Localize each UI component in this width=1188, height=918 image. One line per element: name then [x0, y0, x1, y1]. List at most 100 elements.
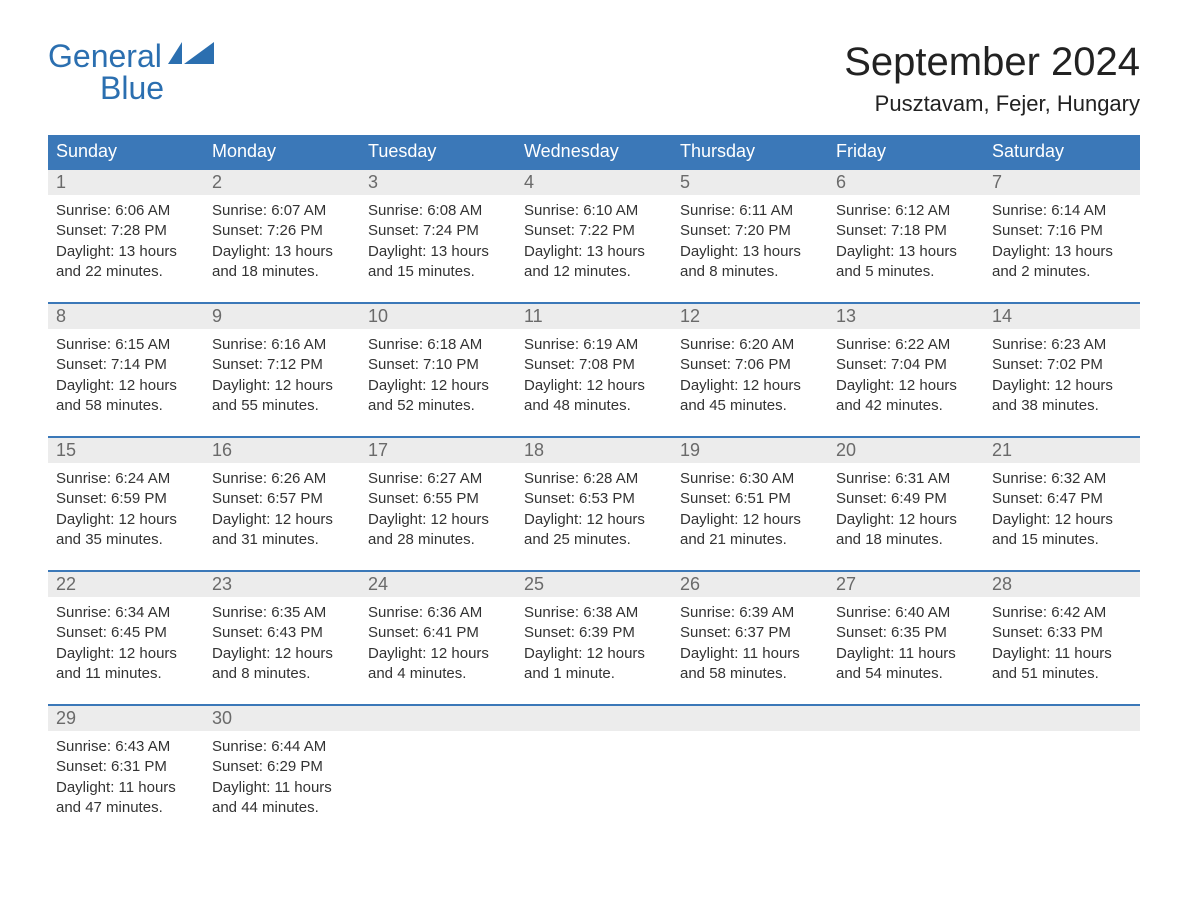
day-number: 3: [360, 168, 516, 195]
day-cell: 24Sunrise: 6:36 AMSunset: 6:41 PMDayligh…: [360, 570, 516, 704]
day-cell: 13Sunrise: 6:22 AMSunset: 7:04 PMDayligh…: [828, 302, 984, 436]
sunset-text: Sunset: 6:53 PM: [524, 489, 664, 509]
day-number: [984, 704, 1140, 731]
day-cell: 22Sunrise: 6:34 AMSunset: 6:45 PMDayligh…: [48, 570, 204, 704]
sunrise-text: Sunrise: 6:11 AM: [680, 201, 820, 221]
day-cell: 19Sunrise: 6:30 AMSunset: 6:51 PMDayligh…: [672, 436, 828, 570]
sunset-text: Sunset: 7:10 PM: [368, 355, 508, 375]
day-body: Sunrise: 6:44 AMSunset: 6:29 PMDaylight:…: [204, 731, 360, 818]
day-number: 2: [204, 168, 360, 195]
sunrise-text: Sunrise: 6:42 AM: [992, 603, 1132, 623]
day-body: Sunrise: 6:28 AMSunset: 6:53 PMDaylight:…: [516, 463, 672, 550]
daylight-text: Daylight: 12 hours and 15 minutes.: [992, 510, 1132, 551]
sunrise-text: Sunrise: 6:08 AM: [368, 201, 508, 221]
day-number: 6: [828, 168, 984, 195]
dow-saturday: Saturday: [984, 135, 1140, 168]
day-body: Sunrise: 6:14 AMSunset: 7:16 PMDaylight:…: [984, 195, 1140, 282]
daylight-text: Daylight: 12 hours and 35 minutes.: [56, 510, 196, 551]
daylight-text: Daylight: 12 hours and 52 minutes.: [368, 376, 508, 417]
sunset-text: Sunset: 6:49 PM: [836, 489, 976, 509]
header: General Blue September 2024 Pusztavam, F…: [48, 40, 1140, 117]
sunset-text: Sunset: 7:20 PM: [680, 221, 820, 241]
sunset-text: Sunset: 7:04 PM: [836, 355, 976, 375]
page-title: September 2024: [844, 40, 1140, 85]
sunset-text: Sunset: 7:14 PM: [56, 355, 196, 375]
sunset-text: Sunset: 7:18 PM: [836, 221, 976, 241]
day-body: Sunrise: 6:07 AMSunset: 7:26 PMDaylight:…: [204, 195, 360, 282]
daylight-text: Daylight: 13 hours and 15 minutes.: [368, 242, 508, 283]
days-of-week-header: Sunday Monday Tuesday Wednesday Thursday…: [48, 135, 1140, 168]
logo-blue-text: Blue: [100, 72, 214, 104]
day-number: 27: [828, 570, 984, 597]
sunset-text: Sunset: 7:22 PM: [524, 221, 664, 241]
day-number: 1: [48, 168, 204, 195]
day-body: Sunrise: 6:36 AMSunset: 6:41 PMDaylight:…: [360, 597, 516, 684]
day-cell: 12Sunrise: 6:20 AMSunset: 7:06 PMDayligh…: [672, 302, 828, 436]
day-body: Sunrise: 6:35 AMSunset: 6:43 PMDaylight:…: [204, 597, 360, 684]
sunset-text: Sunset: 6:57 PM: [212, 489, 352, 509]
title-block: September 2024 Pusztavam, Fejer, Hungary: [844, 40, 1140, 117]
day-cell: 23Sunrise: 6:35 AMSunset: 6:43 PMDayligh…: [204, 570, 360, 704]
day-cell: [516, 704, 672, 838]
day-number: 13: [828, 302, 984, 329]
sunset-text: Sunset: 6:39 PM: [524, 623, 664, 643]
daylight-text: Daylight: 11 hours and 51 minutes.: [992, 644, 1132, 685]
daylight-text: Daylight: 12 hours and 48 minutes.: [524, 376, 664, 417]
day-cell: 21Sunrise: 6:32 AMSunset: 6:47 PMDayligh…: [984, 436, 1140, 570]
day-number: 11: [516, 302, 672, 329]
day-number: 8: [48, 302, 204, 329]
day-body: Sunrise: 6:27 AMSunset: 6:55 PMDaylight:…: [360, 463, 516, 550]
day-number: 12: [672, 302, 828, 329]
day-number: 16: [204, 436, 360, 463]
day-body: Sunrise: 6:34 AMSunset: 6:45 PMDaylight:…: [48, 597, 204, 684]
day-cell: 4Sunrise: 6:10 AMSunset: 7:22 PMDaylight…: [516, 168, 672, 302]
sunrise-text: Sunrise: 6:15 AM: [56, 335, 196, 355]
day-cell: [672, 704, 828, 838]
day-cell: 6Sunrise: 6:12 AMSunset: 7:18 PMDaylight…: [828, 168, 984, 302]
daylight-text: Daylight: 12 hours and 31 minutes.: [212, 510, 352, 551]
daylight-text: Daylight: 13 hours and 2 minutes.: [992, 242, 1132, 283]
day-number: [516, 704, 672, 731]
day-body: Sunrise: 6:24 AMSunset: 6:59 PMDaylight:…: [48, 463, 204, 550]
daylight-text: Daylight: 12 hours and 18 minutes.: [836, 510, 976, 551]
day-number: 17: [360, 436, 516, 463]
week-row: 15Sunrise: 6:24 AMSunset: 6:59 PMDayligh…: [48, 436, 1140, 570]
sunrise-text: Sunrise: 6:18 AM: [368, 335, 508, 355]
day-number: 26: [672, 570, 828, 597]
daylight-text: Daylight: 12 hours and 28 minutes.: [368, 510, 508, 551]
dow-thursday: Thursday: [672, 135, 828, 168]
sunset-text: Sunset: 7:12 PM: [212, 355, 352, 375]
sunset-text: Sunset: 6:29 PM: [212, 757, 352, 777]
day-body: Sunrise: 6:38 AMSunset: 6:39 PMDaylight:…: [516, 597, 672, 684]
sunset-text: Sunset: 6:45 PM: [56, 623, 196, 643]
sunrise-text: Sunrise: 6:30 AM: [680, 469, 820, 489]
dow-monday: Monday: [204, 135, 360, 168]
week-row: 29Sunrise: 6:43 AMSunset: 6:31 PMDayligh…: [48, 704, 1140, 838]
daylight-text: Daylight: 11 hours and 44 minutes.: [212, 778, 352, 819]
day-cell: 17Sunrise: 6:27 AMSunset: 6:55 PMDayligh…: [360, 436, 516, 570]
sunset-text: Sunset: 7:28 PM: [56, 221, 196, 241]
day-cell: [984, 704, 1140, 838]
sunrise-text: Sunrise: 6:28 AM: [524, 469, 664, 489]
sunset-text: Sunset: 7:16 PM: [992, 221, 1132, 241]
sunrise-text: Sunrise: 6:35 AM: [212, 603, 352, 623]
sunset-text: Sunset: 6:43 PM: [212, 623, 352, 643]
sunrise-text: Sunrise: 6:36 AM: [368, 603, 508, 623]
day-number: 23: [204, 570, 360, 597]
day-number: 5: [672, 168, 828, 195]
day-body: Sunrise: 6:32 AMSunset: 6:47 PMDaylight:…: [984, 463, 1140, 550]
day-number: 18: [516, 436, 672, 463]
day-number: [828, 704, 984, 731]
daylight-text: Daylight: 12 hours and 25 minutes.: [524, 510, 664, 551]
day-cell: 30Sunrise: 6:44 AMSunset: 6:29 PMDayligh…: [204, 704, 360, 838]
sunset-text: Sunset: 6:47 PM: [992, 489, 1132, 509]
daylight-text: Daylight: 11 hours and 54 minutes.: [836, 644, 976, 685]
day-number: 19: [672, 436, 828, 463]
day-body: Sunrise: 6:08 AMSunset: 7:24 PMDaylight:…: [360, 195, 516, 282]
day-body: Sunrise: 6:23 AMSunset: 7:02 PMDaylight:…: [984, 329, 1140, 416]
sunrise-text: Sunrise: 6:22 AM: [836, 335, 976, 355]
sunset-text: Sunset: 7:26 PM: [212, 221, 352, 241]
sunrise-text: Sunrise: 6:34 AM: [56, 603, 196, 623]
day-cell: 9Sunrise: 6:16 AMSunset: 7:12 PMDaylight…: [204, 302, 360, 436]
day-cell: 7Sunrise: 6:14 AMSunset: 7:16 PMDaylight…: [984, 168, 1140, 302]
